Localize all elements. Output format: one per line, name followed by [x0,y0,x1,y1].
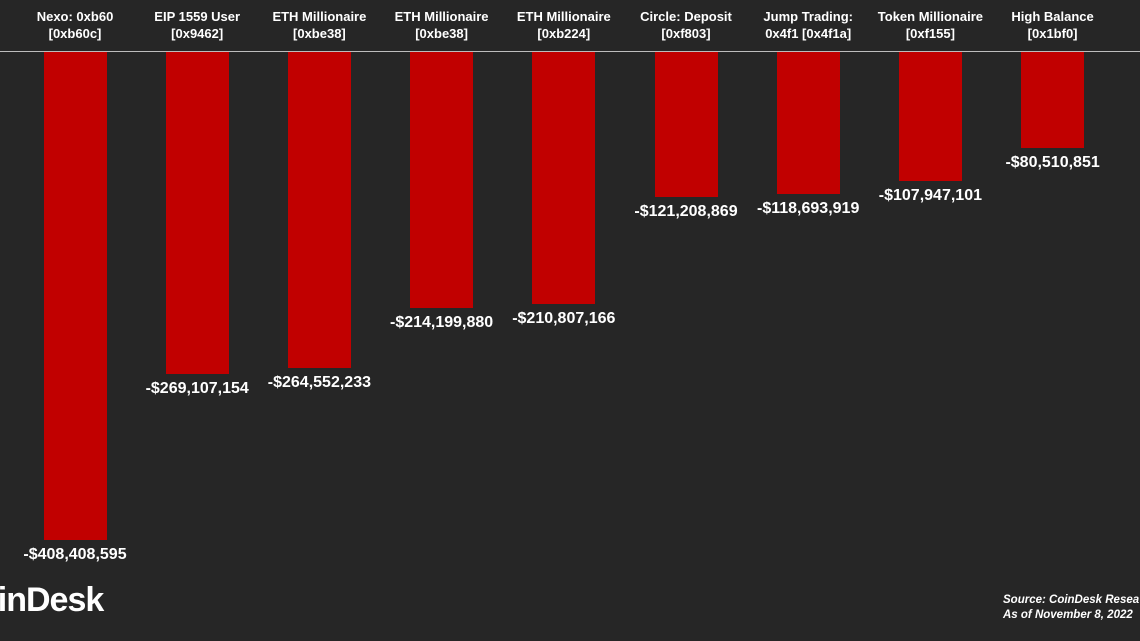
bar [287,52,351,369]
category-label-line: High Balance [1011,9,1094,24]
value-label: -$214,199,880 [389,313,494,331]
value-label: -$80,510,851 [1005,154,1100,172]
category-label-line: [0xb60c] [48,26,102,41]
bar [43,52,107,540]
category-label: ETH Millionaire [0xbe38] [254,8,384,42]
category-label-line: ETH Millionaire [272,9,367,24]
bar [165,52,229,374]
category-label: High Balance [0x1bf0] [988,8,1118,42]
value-label: -$121,208,869 [634,202,738,220]
bar [776,52,840,194]
category-label: Circle: Deposit [0xf803] [621,8,751,42]
date-line: As of November 8, 2022 [1003,609,1133,621]
bar [410,52,474,308]
value-label: -$408,408,595 [23,546,127,563]
category-label: Token Millionaire [0xf155] [865,8,995,42]
category-label-line: Jump Trading: [763,9,853,24]
bar [1021,52,1085,149]
source-line: Source: CoinDesk Resea [1003,594,1140,606]
bar [654,52,718,197]
category-label-line: ETH Millionaire [516,9,611,24]
category-label-line: [0xbe38] [415,26,468,41]
category-label-line: [0xf803] [661,26,711,41]
category-label-line: [0x9462] [171,26,224,41]
category-label-line: ETH Millionaire [394,9,489,24]
category-label-line: Token Millionaire [877,9,983,24]
value-label: -$210,807,166 [512,309,616,327]
category-label-line: [0x1bf0] [1027,26,1078,41]
category-label: Jump Trading: 0x4f1 [0x4f1a] [743,8,873,42]
bar [898,52,962,181]
category-label-line: [0xbe38] [293,26,346,41]
category-label: Nexo: 0xb60 [0xb60c] [10,8,140,42]
category-label: ETH Millionaire [0xb224] [499,8,629,42]
category-label-line: EIP 1559 User [154,9,241,24]
value-label: -$264,552,233 [267,374,371,392]
category-label: ETH Millionaire [0xbe38] [377,8,507,42]
category-label-line: Nexo: 0xb60 [36,9,114,24]
coindesk-logo: oinDesk [0,581,104,619]
category-label-line: ET [1110,8,1140,25]
category-label: EIP 1559 User [0x9462] [132,8,262,42]
value-label: -$107,947,101 [878,186,982,204]
category-label-line: 0x4f1 [0x4f1a] [765,26,852,41]
source-note: Source: CoinDesk Resea As of November 8,… [1003,593,1139,623]
bar [532,52,596,304]
category-label: ET [1110,8,1140,25]
value-label: -$118,693,919 [757,199,860,217]
category-label-line: [0xf155] [905,26,955,41]
zero-baseline [0,51,1140,52]
category-label-line: Circle: Deposit [640,9,732,24]
value-label: -$269,107,154 [145,379,249,397]
category-label-line: [0xb224] [537,26,591,41]
value-label: -$ [1090,148,1140,166]
